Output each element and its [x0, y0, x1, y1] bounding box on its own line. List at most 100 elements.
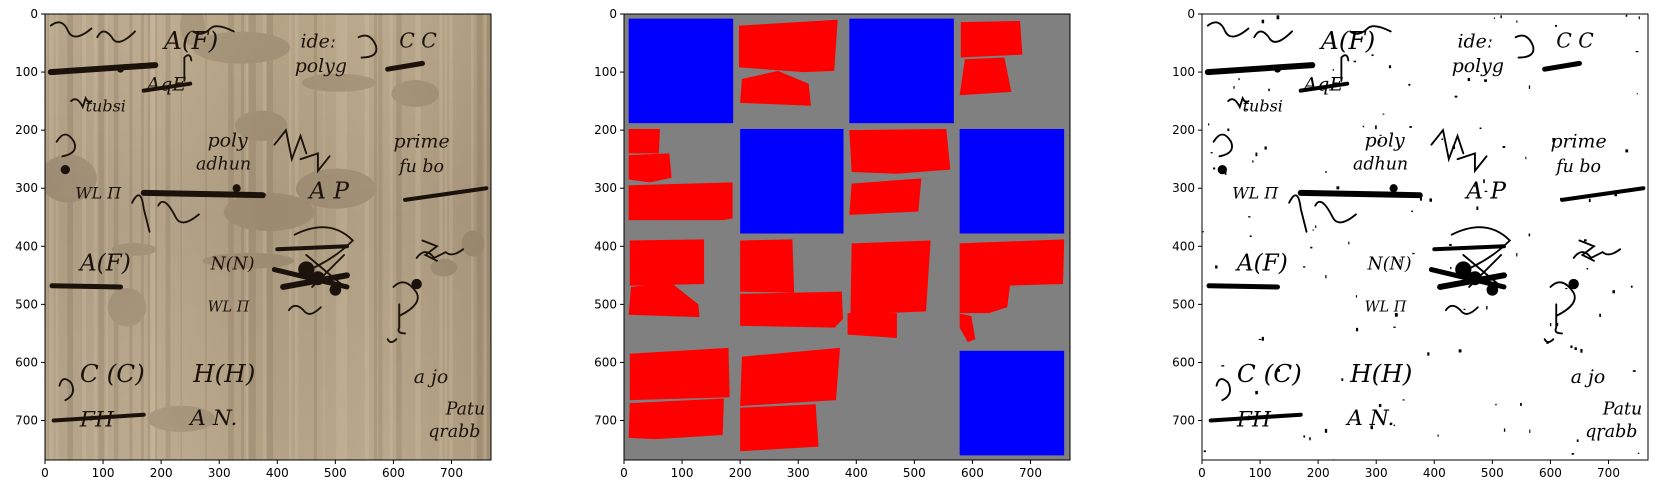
handwritten-word: N(N) [1367, 255, 1412, 275]
binarization-noise [1221, 365, 1225, 367]
x-tick: 100 [1249, 460, 1272, 480]
pen-stroke [183, 54, 193, 82]
text-region [849, 178, 922, 215]
text-region [629, 239, 705, 286]
pen-stroke [1349, 25, 1392, 35]
pen-stroke [1206, 21, 1250, 38]
paper-texture [80, 14, 86, 460]
binarization-noise [1503, 428, 1506, 432]
x-tick: 500 [324, 460, 347, 480]
x-tick-label: 100 [671, 466, 694, 480]
binarization-noise [1393, 326, 1396, 328]
x-tick: 200 [1307, 460, 1330, 480]
x-tick: 400 [845, 460, 868, 480]
paper-texture [374, 14, 378, 460]
binarization-noise [1355, 295, 1358, 298]
binarization-noise [1463, 308, 1466, 311]
x-tick-label: 300 [787, 466, 810, 480]
paper-texture [241, 14, 244, 460]
x-tick: 500 [903, 460, 926, 480]
x-tick: 200 [150, 460, 173, 480]
binarization-noise [1429, 198, 1433, 202]
paper-texture [265, 14, 267, 460]
x-tick: 400 [266, 460, 289, 480]
paper-stain [461, 230, 485, 257]
strike-through-stroke [1428, 267, 1507, 290]
binarization-noise [1529, 429, 1531, 434]
ink-blot [1217, 164, 1227, 175]
pen-stroke [287, 304, 322, 315]
binarization-noise [1479, 127, 1482, 130]
paper-texture [48, 14, 51, 460]
paper-texture [81, 14, 83, 460]
binarization-noise [1635, 51, 1639, 53]
x-tick: 0 [41, 460, 49, 480]
strike-through-stroke [275, 244, 349, 252]
text-region [959, 239, 1065, 287]
y-tick-label: 100 [15, 65, 38, 79]
binarization-noise [1399, 259, 1401, 263]
binarization-noise [1478, 58, 1480, 61]
pen-stroke [157, 200, 200, 224]
handwritten-word: polyg [1452, 55, 1504, 77]
pen-stroke [1554, 303, 1563, 335]
binarization-noise [1528, 85, 1531, 89]
binarization-noise [1467, 77, 1471, 82]
binarization-noise [1570, 345, 1573, 349]
binarization-noise [1411, 210, 1414, 213]
pen-stroke [192, 25, 235, 35]
handwritten-word: A N. [1345, 406, 1394, 431]
pen-stroke [1212, 133, 1233, 158]
y-tick: 100 [15, 65, 45, 79]
paper-texture [449, 14, 453, 460]
paper-texture [338, 14, 340, 460]
paper-stain [147, 405, 216, 432]
x-tick-label: 300 [208, 466, 231, 480]
binarization-noise [1261, 19, 1265, 24]
text-region [740, 70, 811, 106]
binarization-noise [1325, 275, 1327, 279]
paper-stain [202, 252, 295, 269]
binarization-noise [1474, 185, 1476, 187]
handwritten-word: A(F) [1235, 250, 1288, 277]
strike-through-stroke [51, 412, 146, 423]
pen-stroke [386, 338, 398, 344]
binarization-noise [1336, 186, 1340, 190]
pen-stroke [55, 133, 76, 158]
handwritten-word: H(H) [192, 359, 255, 388]
ink-blot [411, 278, 422, 290]
binarization-noise [1258, 338, 1262, 340]
ink-blot [329, 284, 342, 296]
ink-blot [1389, 184, 1398, 193]
ink-blot [1274, 65, 1281, 73]
binarization-noise [1632, 370, 1636, 372]
x-tick-label: 500 [1481, 466, 1504, 480]
handwritten-word: H(H) [1349, 359, 1412, 388]
x-tick-label: 0 [620, 466, 628, 480]
paper-texture [48, 14, 54, 460]
strike-through-stroke [47, 62, 159, 76]
x-tick: 300 [1365, 460, 1388, 480]
pen-stroke [1514, 34, 1535, 59]
binarization-noise [1450, 266, 1452, 270]
y-tick-label: 400 [15, 239, 38, 253]
handwritten-word: C C [399, 29, 437, 53]
binarization-noise [1353, 60, 1356, 63]
y-tick: 400 [1172, 239, 1202, 253]
binarization-noise [1325, 171, 1327, 173]
paper-texture [313, 14, 317, 460]
paper-texture [246, 14, 250, 460]
x-tick-label: 500 [903, 466, 926, 480]
y-tick-label: 500 [594, 297, 617, 311]
y-tick: 300 [594, 181, 624, 195]
y-tick: 700 [15, 414, 45, 428]
strike-through-stroke [140, 189, 266, 199]
binarization-noise [1379, 134, 1382, 136]
strike-through-stroke [141, 81, 193, 93]
paper-stain [430, 258, 458, 277]
binarization-noise [1493, 17, 1495, 19]
binarization-noise [1375, 125, 1377, 130]
handwritten-word: poly [208, 129, 248, 151]
